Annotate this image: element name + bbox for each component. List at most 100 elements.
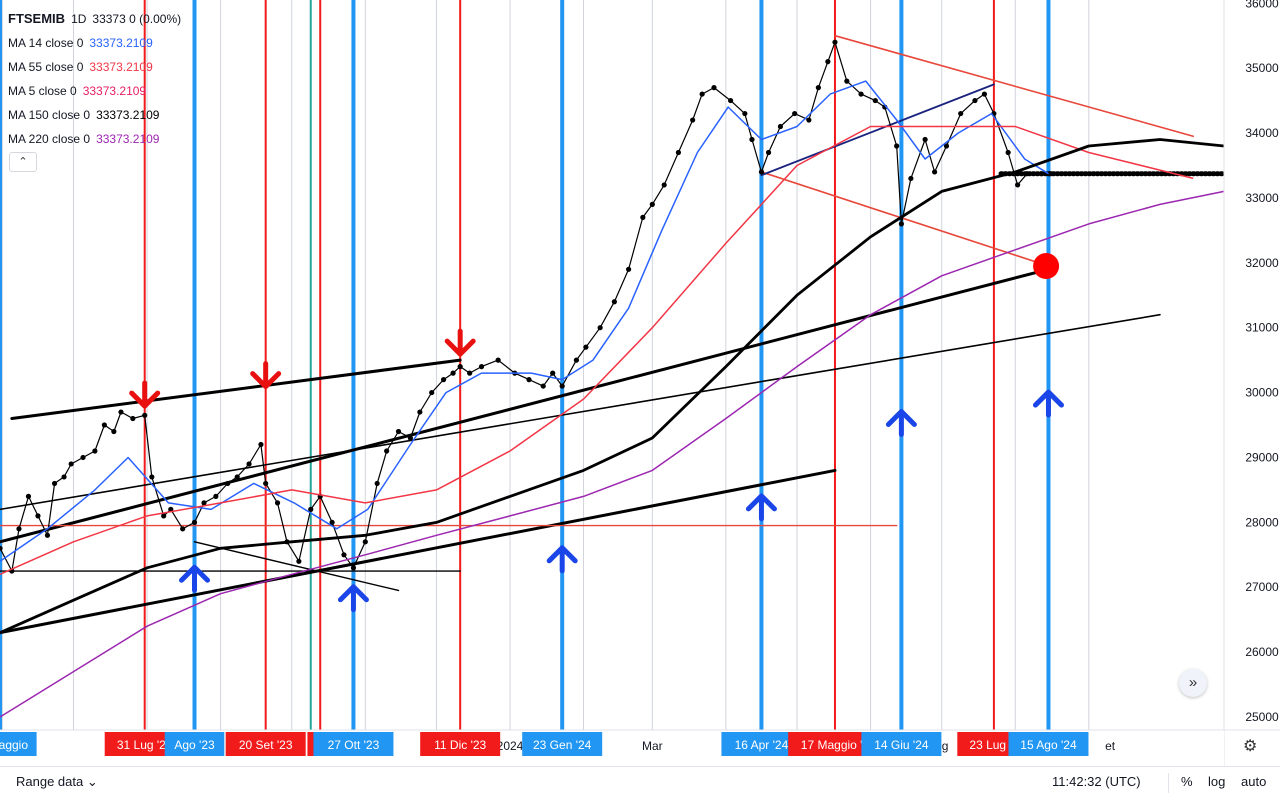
price-point: [374, 480, 380, 487]
marker-date-tag: [721, 732, 802, 756]
series-line-ma-55: [0, 125, 1194, 575]
marker-date-label: 11 Dic '23: [434, 738, 486, 752]
price-point: [898, 221, 904, 227]
log-scale-toggle[interactable]: log: [1208, 774, 1226, 789]
indicator-label: MA 14 close 0: [8, 36, 84, 50]
legend-indicator[interactable]: MA 5 close 0 33373.2109: [8, 79, 181, 103]
price-tick-label: 33000: [1245, 191, 1279, 205]
up-arrow-marker: [337, 584, 369, 613]
indicator-value: 33373.2109: [96, 132, 160, 146]
marker-date-tag: [861, 732, 942, 756]
price-point: [690, 117, 696, 123]
price-point: [429, 389, 435, 396]
indicator-value: 33373.2109: [96, 108, 160, 122]
trendline: [834, 34, 1194, 138]
price-point: [872, 97, 878, 104]
price-point: [806, 117, 812, 123]
price-point: [308, 506, 314, 512]
auto-scale-toggle[interactable]: auto: [1241, 774, 1267, 789]
marker-date-label: 16 Apr '24: [735, 738, 789, 752]
legend-indicator[interactable]: MA 14 close 0 33373.2109: [8, 31, 181, 55]
up-arrow-marker: [745, 493, 777, 522]
price-point: [440, 377, 447, 383]
price-point: [844, 78, 850, 84]
price-point: [274, 500, 281, 506]
price-point: [80, 454, 86, 461]
legend-indicator[interactable]: MA 150 close 0 33373.2109: [8, 103, 181, 127]
legend-collapse-button[interactable]: ⌃: [9, 152, 37, 172]
legend-timeframe[interactable]: 1D: [71, 12, 87, 26]
price-tick-label: 31000: [1245, 321, 1279, 335]
marker-date-label: 23 Lug '2: [969, 738, 1018, 752]
price-tick-label: 27000: [1245, 580, 1279, 594]
utc-clock[interactable]: 11:42:32 (UTC): [1052, 774, 1141, 789]
legend-price-info: 33373 0 (0.00%): [92, 12, 182, 26]
price-point: [932, 169, 938, 175]
up-arrow-marker: [179, 564, 211, 593]
legend-indicator[interactable]: MA 220 close 0 33373.2109: [8, 127, 181, 151]
indicator-value: 33373.2109: [82, 84, 147, 98]
price-point: [922, 136, 928, 143]
series-layer: [0, 39, 1225, 718]
time-tick-label: Mar: [642, 739, 663, 753]
scroll-to-realtime-button[interactable]: »: [1179, 669, 1207, 697]
price-point: [35, 513, 41, 519]
marker-date-label: 31 Lug '23: [117, 738, 173, 752]
series-line-ma-150: [0, 138, 1225, 634]
price-point: [25, 493, 32, 499]
price-point: [407, 435, 413, 441]
arrow-layer: [129, 253, 1064, 613]
price-chart[interactable]: 25000 26000 27000 28000 29000 30000 31000 32000…: [0, 0, 1280, 766]
price-point: [341, 552, 347, 558]
indicator-label: MA 150 close 0: [8, 108, 91, 122]
month-separator-layer: [1, 0, 1090, 730]
up-arrow-marker: [1032, 389, 1064, 418]
price-point: [467, 370, 473, 376]
marker-date-tag: [1008, 732, 1089, 756]
red-target-dot: [1033, 253, 1060, 280]
price-point: [777, 123, 784, 130]
range-data-button[interactable]: Range data ⌄: [16, 774, 98, 789]
price-point: [0, 545, 3, 551]
indicator-value: 33373.2109: [89, 60, 153, 74]
gear-icon[interactable]: ⚙: [1243, 738, 1258, 755]
price-point: [457, 364, 463, 370]
price-point: [16, 526, 22, 532]
price-tick-label: 32000: [1245, 256, 1279, 270]
trendline: [10, 358, 462, 421]
time-tick-label: et: [1105, 739, 1116, 753]
price-tick-label: 28000: [1245, 515, 1279, 529]
price-point: [450, 370, 456, 376]
legend-indicator[interactable]: MA 55 close 0 33373.2109: [8, 55, 181, 79]
price-point: [149, 474, 155, 480]
price-point: [749, 136, 755, 143]
price-point: [201, 500, 207, 506]
price-point: [130, 415, 136, 422]
series-line-ma-220: [0, 190, 1225, 718]
price-point: [675, 149, 682, 156]
marker-date-label: 15 Ago '24: [1020, 738, 1077, 752]
price-point: [649, 201, 655, 207]
price-point: [1038, 171, 1044, 177]
price-point: [758, 169, 765, 175]
price-point: [68, 461, 74, 467]
price-point: [191, 519, 198, 525]
price-point: [526, 377, 532, 383]
chevron-up-icon: ⌃: [18, 156, 28, 168]
price-point: [825, 59, 831, 65]
marker-date-tag: [164, 732, 225, 756]
price-point: [246, 461, 252, 467]
series-line-ma-14: [0, 80, 1049, 562]
price-axis: 25000 26000 27000 28000 29000 30000 31000 32000…: [1223, 0, 1280, 766]
price-tick-label: 29000: [1245, 450, 1279, 464]
marker-date-label: 23 Gen '24: [533, 738, 592, 752]
price-point: [765, 149, 772, 156]
legend-symbol[interactable]: FTSEMIB: [8, 11, 66, 26]
price-point: [61, 474, 67, 480]
double-chevron-right-icon: »: [1188, 674, 1198, 691]
marker-date-label: 14 Giu '24: [874, 738, 929, 752]
price-point: [395, 428, 402, 435]
percent-scale-toggle[interactable]: %: [1181, 774, 1193, 789]
